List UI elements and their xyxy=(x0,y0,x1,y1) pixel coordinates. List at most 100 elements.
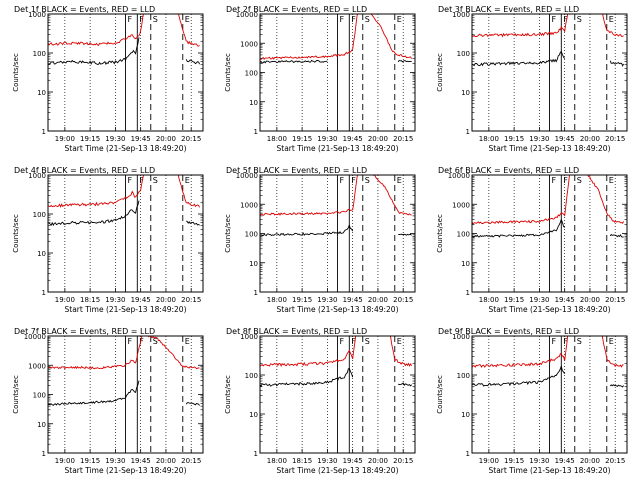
y-tick-label: 1000 xyxy=(452,333,470,341)
y-axis-label: Counts/sec xyxy=(224,53,232,92)
y-axis-label: Counts/sec xyxy=(436,214,444,253)
event-marker: S xyxy=(153,15,158,24)
event-marker: F xyxy=(351,337,356,346)
y-tick-label: 1 xyxy=(254,128,258,136)
x-tick-label: 19:00 xyxy=(479,457,499,465)
event-marker: E xyxy=(185,337,190,346)
x-axis-label: Start Time (21-Sep-13 18:49:20) xyxy=(489,144,611,153)
panel-title: Det 7f BLACK = Events, RED = LLD xyxy=(14,327,155,336)
y-tick-label: 10 xyxy=(461,260,470,268)
x-tick-label: 20:00 xyxy=(368,135,388,143)
x-axis-label: Start Time (21-Sep-13 18:49:20) xyxy=(489,305,611,314)
x-axis-label: Start Time (21-Sep-13 18:49:20) xyxy=(65,466,187,475)
panel-title: Det 6f BLACK = Events, RED = LLD xyxy=(438,166,579,175)
y-tick-label: 10000 xyxy=(448,172,470,180)
x-tick-label: 20:00 xyxy=(156,296,176,304)
panel-title: Det 5f BLACK = Events, RED = LLD xyxy=(226,166,367,175)
event-marker: F xyxy=(552,15,557,24)
x-tick-label: 20:15 xyxy=(393,457,413,465)
y-tick-label: 1000 xyxy=(452,11,470,19)
x-axis-label: Start Time (21-Sep-13 18:49:20) xyxy=(65,305,187,314)
event-marker: S xyxy=(153,337,158,346)
event-marker: E xyxy=(397,337,402,346)
y-axis-label: Counts/sec xyxy=(12,53,20,92)
x-tick-label: 18:00 xyxy=(479,296,499,304)
y-axis-label: Counts/sec xyxy=(436,375,444,414)
x-tick-label: 19:15 xyxy=(80,457,100,465)
x-tick-label: 20:15 xyxy=(605,135,625,143)
lld-trace xyxy=(472,336,624,368)
event-marker: F xyxy=(552,176,557,185)
x-tick-label: 20:00 xyxy=(580,296,600,304)
y-tick-label: 100 xyxy=(457,372,470,380)
x-tick-label: 19:00 xyxy=(55,457,75,465)
y-tick-label: 100 xyxy=(457,50,470,58)
x-tick-label: 20:00 xyxy=(156,457,176,465)
x-tick-label: 20:15 xyxy=(393,296,413,304)
y-tick-label: 100 xyxy=(245,70,258,78)
plot-frame xyxy=(259,335,416,454)
y-tick-label: 1000 xyxy=(240,40,258,48)
y-tick-label: 1000 xyxy=(240,333,258,341)
panel-6: Det 6f BLACK = Events, RED = LLD 18:00 19:… xyxy=(436,166,628,314)
x-axis-label: Start Time (21-Sep-13 18:49:20) xyxy=(65,144,187,153)
x-axis-label: Start Time (21-Sep-13 18:49:20) xyxy=(277,144,399,153)
y-axis-label: Counts/sec xyxy=(12,375,20,414)
panel-title: Det 1f BLACK = Events, RED = LLD xyxy=(14,5,155,14)
event-marker: F xyxy=(563,337,568,346)
events-trace xyxy=(48,380,200,406)
lld-trace xyxy=(260,14,412,60)
y-tick-label: 100 xyxy=(33,392,46,400)
panel-title: Det 8f BLACK = Events, RED = LLD xyxy=(226,327,367,336)
x-tick-label: 19:30 xyxy=(105,296,125,304)
event-marker: F xyxy=(340,337,345,346)
y-tick-label: 1000 xyxy=(452,201,470,209)
event-marker: S xyxy=(577,15,582,24)
plot-frame xyxy=(471,335,628,454)
y-tick-label: 1000 xyxy=(28,172,46,180)
y-tick-label: 100 xyxy=(245,231,258,239)
event-marker: S xyxy=(365,15,370,24)
y-tick-label: 1000 xyxy=(240,201,258,209)
panel-8: Det 8f BLACK = Events, RED = LLD 18:00 18:… xyxy=(224,327,416,475)
y-tick-label: 1 xyxy=(254,289,258,297)
x-tick-label: 20:15 xyxy=(181,457,201,465)
x-axis-label: Start Time (21-Sep-13 18:49:20) xyxy=(277,305,399,314)
events-trace xyxy=(472,364,624,388)
x-tick-label: 20:15 xyxy=(181,296,201,304)
event-marker: F xyxy=(128,337,133,346)
lld-trace xyxy=(48,175,200,208)
x-tick-label: 19:45 xyxy=(131,457,151,465)
x-tick-label: 19:45 xyxy=(131,296,151,304)
x-tick-label: 19:30 xyxy=(105,457,125,465)
x-tick-label: 19:30 xyxy=(529,296,549,304)
x-tick-label: 18:00 xyxy=(267,457,287,465)
y-axis-label: Counts/sec xyxy=(12,214,20,253)
y-tick-label: 1 xyxy=(466,450,470,458)
event-marker: F xyxy=(340,15,345,24)
x-tick-label: 19:15 xyxy=(292,135,312,143)
y-tick-label: 100 xyxy=(457,231,470,239)
x-tick-label: 19:15 xyxy=(504,296,524,304)
x-tick-label: 20:00 xyxy=(580,135,600,143)
event-marker: F xyxy=(351,176,356,185)
y-tick-label: 10000 xyxy=(236,172,258,180)
event-marker: E xyxy=(397,176,402,185)
y-axis-label: Counts/sec xyxy=(224,375,232,414)
panel-title: Det 3f BLACK = Events, RED = LLD xyxy=(438,5,579,14)
y-tick-label: 10000 xyxy=(236,11,258,19)
y-tick-label: 100 xyxy=(245,372,258,380)
event-marker: F xyxy=(351,15,356,24)
event-marker: F xyxy=(563,15,568,24)
x-tick-label: 19:15 xyxy=(292,296,312,304)
events-trace xyxy=(48,37,201,65)
events-trace xyxy=(472,218,624,238)
y-tick-label: 10 xyxy=(249,260,258,268)
x-tick-label: 19:15 xyxy=(80,135,100,143)
event-marker: S xyxy=(577,337,582,346)
lld-trace xyxy=(260,336,412,367)
event-marker: F xyxy=(139,337,144,346)
x-tick-label: 19:30 xyxy=(317,135,337,143)
lld-trace xyxy=(48,14,200,47)
panel-3: Det 3f BLACK = Events, RED = LLD 18:00 19:… xyxy=(436,5,628,153)
